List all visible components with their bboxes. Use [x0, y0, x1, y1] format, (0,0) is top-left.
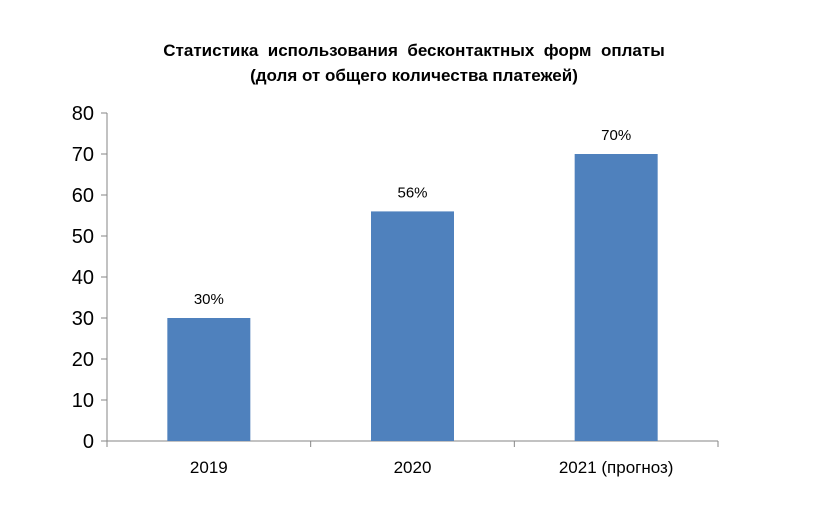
chart-title-line-1: Статистика использования бесконтактных ф…	[163, 41, 665, 60]
y-tick-label: 50	[72, 226, 94, 248]
y-tick-label: 30	[72, 308, 94, 330]
bar	[574, 154, 658, 441]
x-category-label: 2019	[190, 458, 228, 477]
data-label: 30%	[194, 291, 224, 308]
data-labels: 30% 56% 70%	[194, 127, 631, 308]
y-tick-label: 80	[72, 103, 94, 125]
data-label: 56%	[397, 184, 427, 201]
x-category-label: 2021 (прогноз)	[559, 458, 674, 477]
y-axis: 0 10 20 30 40 50 60 70 80	[72, 103, 108, 453]
y-tick-label: 60	[72, 185, 94, 207]
y-tick-label: 20	[72, 349, 94, 371]
bar	[371, 211, 454, 441]
chart-title: Статистика использования бесконтактных ф…	[0, 38, 828, 88]
data-label: 70%	[601, 127, 631, 144]
y-tick-label: 40	[72, 267, 94, 289]
x-axis: 2019 2020 2021 (прогноз)	[106, 440, 719, 477]
chart-title-line-2: (доля от общего количества платежей)	[250, 66, 578, 85]
y-tick-label: 10	[72, 390, 94, 412]
bars	[167, 154, 658, 441]
x-category-label: 2020	[394, 458, 432, 477]
bar	[167, 318, 251, 441]
y-tick-label: 70	[72, 144, 94, 166]
y-tick-label: 0	[83, 431, 94, 453]
